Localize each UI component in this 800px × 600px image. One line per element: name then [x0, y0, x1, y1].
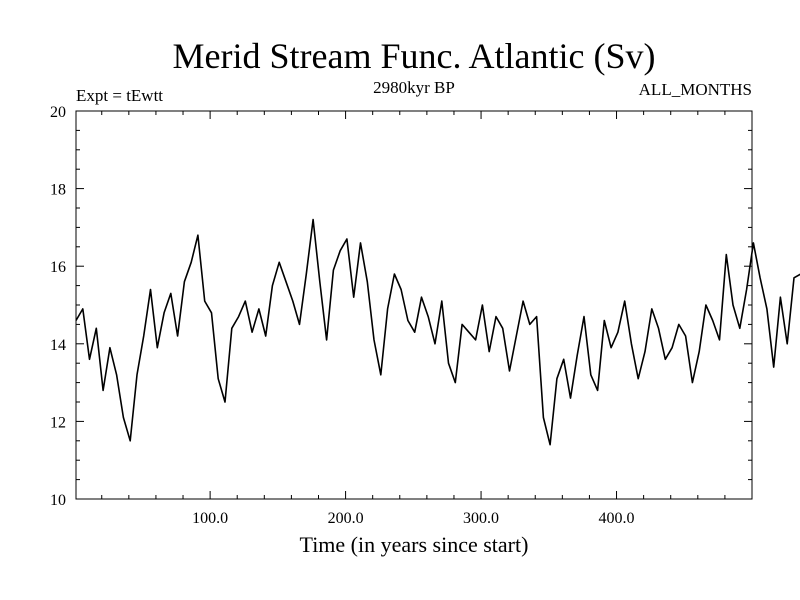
x-axis-label: Time (in years since start)	[300, 532, 529, 557]
y-tick-label: 20	[50, 104, 66, 121]
plot-frame	[75, 110, 753, 500]
x-tick-label: 300.0	[463, 510, 499, 527]
y-tick-label: 12	[50, 414, 66, 431]
series-line	[75, 218, 800, 446]
period-label: 2980kyr BP	[373, 78, 455, 97]
x-axis-tick-labels: 100.0 200.0 300.0 400.0	[192, 510, 634, 527]
months-label: ALL_MONTHS	[639, 80, 752, 99]
x-tick-label: 100.0	[192, 510, 228, 527]
chart-title: Merid Stream Func. Atlantic (Sv)	[173, 36, 656, 76]
x-tick-label: 200.0	[328, 510, 364, 527]
x-axis-ticks	[101, 111, 726, 499]
expt-label: Expt = tEwtt	[76, 86, 163, 105]
y-tick-label: 16	[50, 259, 66, 276]
y-tick-label: 10	[50, 492, 66, 509]
y-tick-label: 14	[50, 337, 66, 354]
y-axis-tick-labels: 10 12 14 16 18 20	[50, 104, 66, 509]
y-tick-label: 18	[50, 182, 66, 199]
x-tick-label: 400.0	[599, 510, 635, 527]
